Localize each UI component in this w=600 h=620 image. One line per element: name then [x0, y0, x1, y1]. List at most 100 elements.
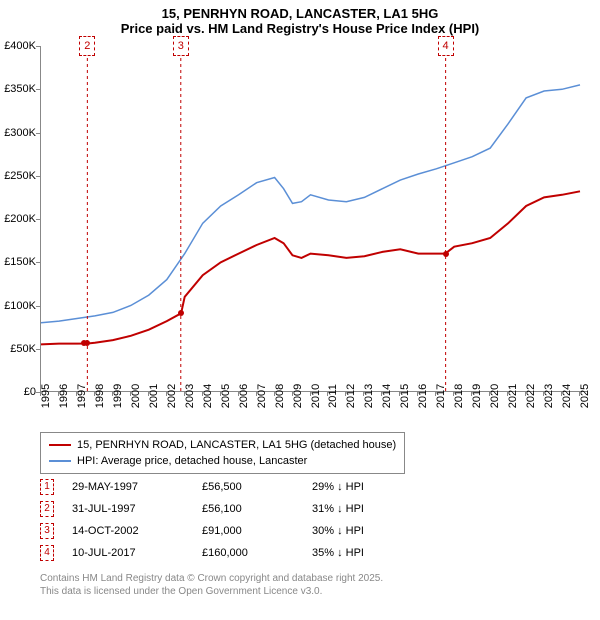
x-tick-mark	[399, 392, 400, 396]
x-tick-label: 2024	[561, 384, 573, 408]
y-tick-mark	[36, 219, 40, 220]
chart-svg	[41, 46, 589, 392]
x-tick-mark	[130, 392, 131, 396]
x-tick-mark	[274, 392, 275, 396]
x-tick-mark	[543, 392, 544, 396]
x-tick-mark	[345, 392, 346, 396]
transaction-price: £56,100	[202, 503, 312, 515]
y-tick-label: £150K	[4, 256, 36, 268]
x-tick-mark	[40, 392, 41, 396]
y-tick-label: £0	[24, 386, 36, 398]
x-tick-label: 2007	[256, 384, 268, 408]
x-tick-label: 2014	[381, 384, 393, 408]
transaction-date: 31-JUL-1997	[72, 503, 202, 515]
x-tick-label: 2010	[310, 384, 322, 408]
sale-dot	[84, 340, 90, 346]
x-tick-label: 2011	[327, 384, 339, 408]
transaction-row: 129-MAY-1997£56,50029% ↓ HPI	[40, 476, 432, 498]
footer-attribution: Contains HM Land Registry data © Crown c…	[40, 572, 383, 598]
x-tick-label: 1997	[76, 384, 88, 408]
x-tick-label: 2005	[220, 384, 232, 408]
x-tick-label: 2013	[363, 384, 375, 408]
y-tick-label: £350K	[4, 83, 36, 95]
x-tick-mark	[579, 392, 580, 396]
sale-marker-box: 4	[438, 36, 454, 56]
sale-dot	[178, 310, 184, 316]
x-tick-label: 2018	[453, 384, 465, 408]
x-tick-mark	[256, 392, 257, 396]
x-tick-mark	[471, 392, 472, 396]
series-line-hpi	[41, 85, 580, 323]
transaction-price: £160,000	[202, 547, 312, 559]
transaction-date: 29-MAY-1997	[72, 481, 202, 493]
x-tick-label: 1996	[58, 384, 70, 408]
x-tick-mark	[148, 392, 149, 396]
x-tick-label: 2008	[274, 384, 286, 408]
sale-marker-box: 2	[79, 36, 95, 56]
transaction-marker: 3	[40, 523, 54, 539]
x-tick-label: 1998	[94, 384, 106, 408]
x-tick-mark	[507, 392, 508, 396]
x-tick-mark	[220, 392, 221, 396]
x-tick-label: 2016	[417, 384, 429, 408]
x-tick-label: 1995	[40, 384, 52, 408]
x-tick-mark	[489, 392, 490, 396]
transaction-row: 3 14-OCT-2002£91,00030% ↓ HPI	[40, 520, 432, 542]
x-tick-label: 2009	[292, 384, 304, 408]
x-tick-mark	[94, 392, 95, 396]
x-tick-label: 2002	[166, 384, 178, 408]
x-tick-mark	[76, 392, 77, 396]
title-address: 15, PENRHYN ROAD, LANCASTER, LA1 5HG	[0, 6, 600, 21]
x-tick-mark	[327, 392, 328, 396]
x-tick-mark	[202, 392, 203, 396]
legend: 15, PENRHYN ROAD, LANCASTER, LA1 5HG (de…	[40, 432, 405, 474]
x-tick-mark	[561, 392, 562, 396]
transaction-date: 14-OCT-2002	[72, 525, 202, 537]
x-tick-mark	[112, 392, 113, 396]
title-subtitle: Price paid vs. HM Land Registry's House …	[0, 21, 600, 36]
chart-container: 15, PENRHYN ROAD, LANCASTER, LA1 5HG Pri…	[0, 0, 600, 620]
x-tick-label: 2017	[435, 384, 447, 408]
x-tick-mark	[58, 392, 59, 396]
transactions-table: 129-MAY-1997£56,50029% ↓ HPI231-JUL-1997…	[40, 476, 432, 564]
y-tick-mark	[36, 306, 40, 307]
y-tick-label: £400K	[4, 40, 36, 52]
sale-dot	[443, 251, 449, 257]
transaction-delta: 35% ↓ HPI	[312, 547, 432, 559]
x-tick-label: 2021	[507, 384, 519, 408]
transaction-date: 10-JUL-2017	[72, 547, 202, 559]
y-tick-label: £250K	[4, 170, 36, 182]
footer-line2: This data is licensed under the Open Gov…	[40, 585, 383, 598]
x-tick-mark	[381, 392, 382, 396]
transaction-row: 231-JUL-1997£56,10031% ↓ HPI	[40, 498, 432, 520]
y-tick-mark	[36, 176, 40, 177]
y-tick-mark	[36, 349, 40, 350]
x-tick-mark	[363, 392, 364, 396]
x-tick-mark	[166, 392, 167, 396]
x-tick-label: 2003	[184, 384, 196, 408]
x-tick-label: 2001	[148, 384, 160, 408]
transaction-price: £91,000	[202, 525, 312, 537]
series-line-price_paid	[41, 191, 580, 344]
x-tick-mark	[292, 392, 293, 396]
footer-line1: Contains HM Land Registry data © Crown c…	[40, 572, 383, 585]
x-tick-label: 2019	[471, 384, 483, 408]
transaction-row: 4 10-JUL-2017£160,00035% ↓ HPI	[40, 542, 432, 564]
x-tick-label: 2025	[579, 384, 591, 408]
x-tick-mark	[435, 392, 436, 396]
transaction-delta: 29% ↓ HPI	[312, 481, 432, 493]
transaction-marker: 4	[40, 545, 54, 561]
legend-label: HPI: Average price, detached house, Lanc…	[77, 455, 307, 467]
legend-row: HPI: Average price, detached house, Lanc…	[49, 453, 396, 469]
x-tick-label: 2004	[202, 384, 214, 408]
y-tick-label: £200K	[4, 213, 36, 225]
legend-label: 15, PENRHYN ROAD, LANCASTER, LA1 5HG (de…	[77, 439, 396, 451]
y-tick-mark	[36, 89, 40, 90]
y-tick-label: £100K	[4, 300, 36, 312]
x-tick-mark	[238, 392, 239, 396]
x-tick-label: 2006	[238, 384, 250, 408]
x-tick-mark	[417, 392, 418, 396]
y-tick-label: £300K	[4, 127, 36, 139]
x-tick-label: 2000	[130, 384, 142, 408]
transaction-delta: 30% ↓ HPI	[312, 525, 432, 537]
